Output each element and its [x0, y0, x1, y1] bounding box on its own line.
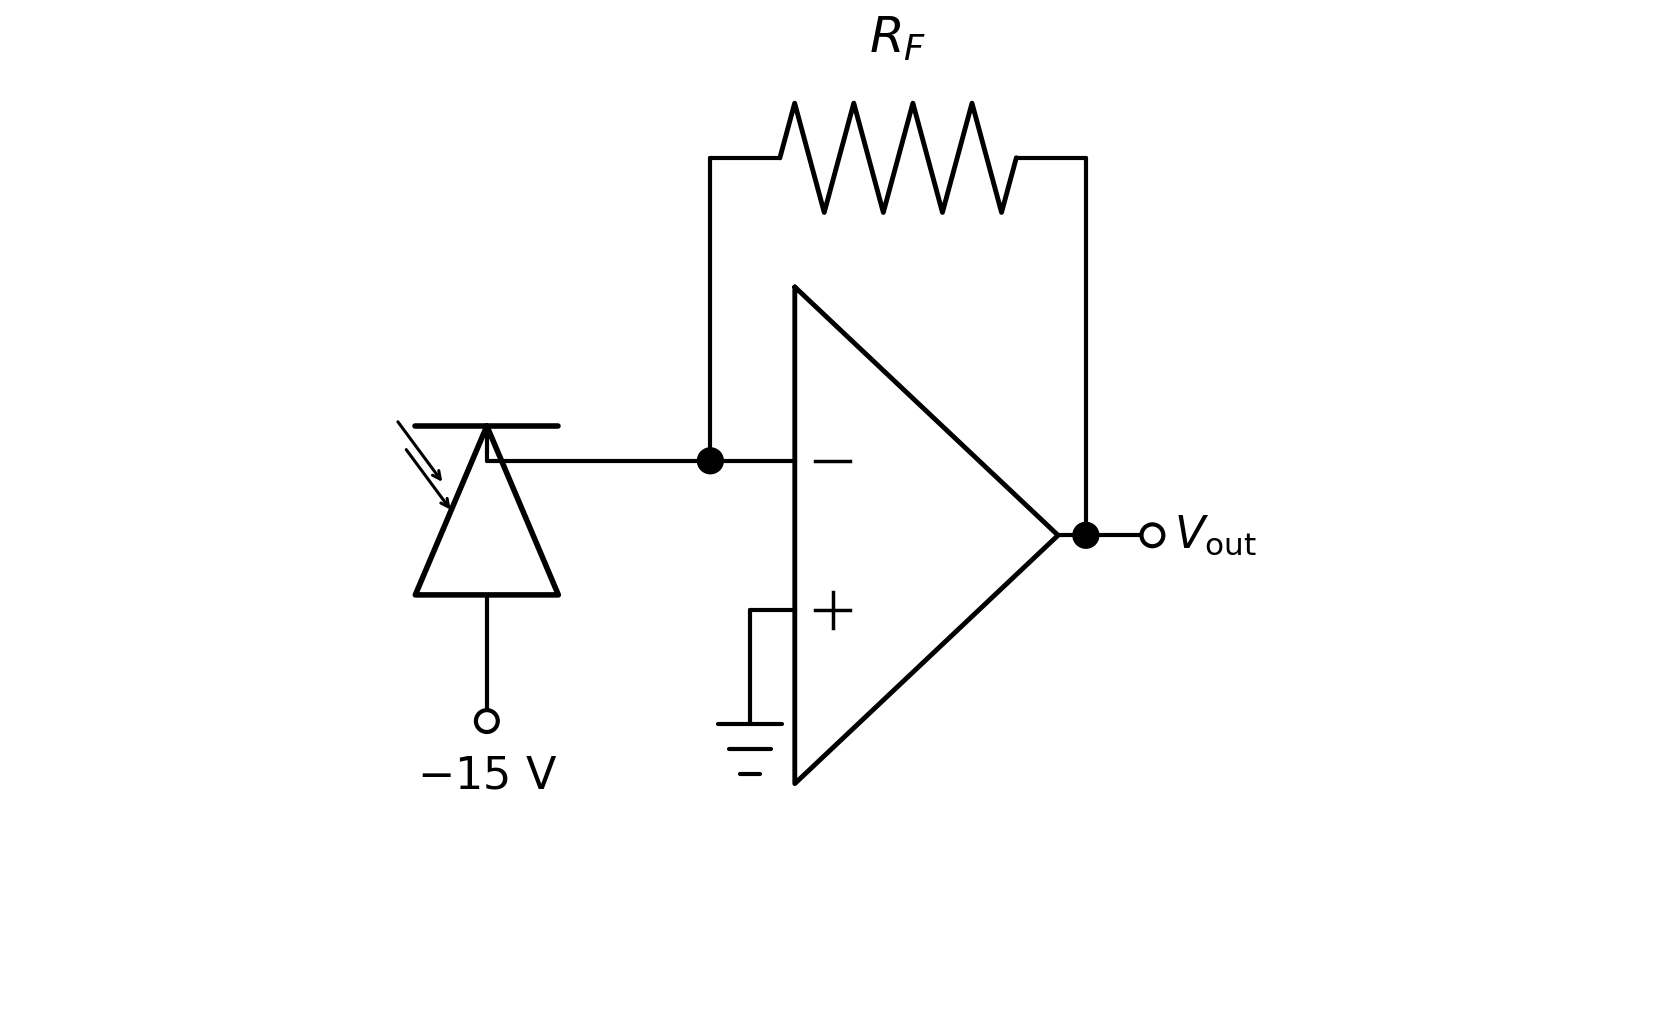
Circle shape	[475, 710, 497, 732]
Circle shape	[1073, 523, 1098, 548]
Circle shape	[697, 448, 724, 473]
Text: $-15\ \mathrm{V}$: $-15\ \mathrm{V}$	[416, 754, 557, 797]
Text: $V_{\mathrm{out}}$: $V_{\mathrm{out}}$	[1174, 513, 1258, 557]
Circle shape	[1142, 525, 1164, 546]
Text: $R_F$: $R_F$	[870, 14, 927, 64]
